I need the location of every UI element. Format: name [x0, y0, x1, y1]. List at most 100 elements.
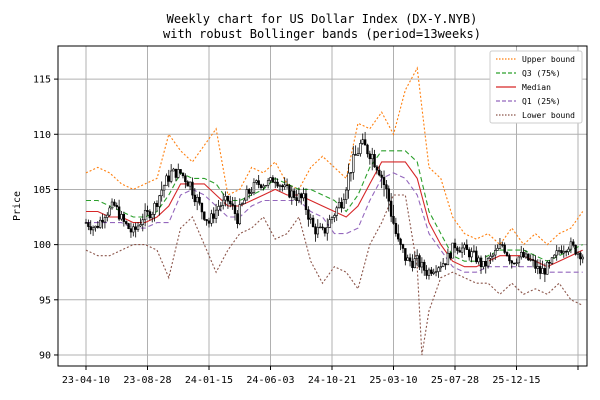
- candle: [501, 241, 504, 248]
- y-axis-label: Price: [12, 191, 23, 221]
- candle-body: [515, 262, 518, 264]
- candle: [344, 187, 348, 204]
- candle: [508, 253, 511, 265]
- candle: [470, 247, 473, 263]
- candle: [278, 183, 282, 192]
- candle: [117, 199, 121, 221]
- candle-body: [276, 181, 279, 187]
- candle: [219, 202, 223, 212]
- candle: [226, 195, 230, 209]
- candle-body: [172, 168, 175, 172]
- candle-body: [143, 210, 147, 221]
- legend-label: Median: [522, 83, 551, 92]
- candle-body: [304, 193, 308, 211]
- candle: [136, 222, 140, 232]
- candle-body: [146, 210, 149, 212]
- legend-label: Q1 (25%): [522, 97, 561, 106]
- candle-body: [127, 223, 130, 229]
- candle: [158, 194, 161, 216]
- candle-body: [437, 267, 440, 272]
- candle-body: [366, 144, 369, 155]
- candle-body: [274, 181, 277, 184]
- candle-body: [295, 197, 298, 201]
- candle: [347, 163, 350, 199]
- candle-body: [465, 244, 469, 250]
- candle: [510, 260, 513, 269]
- candle: [229, 195, 232, 208]
- legend: Upper bound Q3 (75%) Median Q1 (25%) Lower b…: [489, 50, 583, 124]
- candle: [522, 247, 525, 259]
- candle-body: [184, 175, 187, 183]
- candle-body: [439, 266, 443, 269]
- candle: [512, 262, 516, 265]
- candle: [408, 253, 412, 267]
- candle: [330, 216, 334, 224]
- candle: [210, 209, 213, 227]
- x-tick-label: 23-04-10: [62, 375, 110, 386]
- candle-body: [219, 205, 223, 207]
- candle: [328, 214, 331, 228]
- candle-body: [482, 261, 485, 268]
- candle-body: [148, 211, 152, 219]
- candle: [207, 217, 211, 228]
- candle-body: [278, 185, 282, 187]
- candle-body: [501, 244, 504, 246]
- candle-body: [546, 262, 549, 275]
- candle-body: [153, 203, 156, 215]
- candle: [557, 246, 561, 256]
- candle-body: [285, 184, 289, 186]
- candle: [361, 133, 364, 145]
- candle: [477, 255, 480, 265]
- plot-frame: [57, 45, 588, 367]
- candle: [283, 177, 286, 190]
- candle-body: [475, 250, 478, 263]
- candle-body: [174, 168, 178, 178]
- candle: [257, 175, 260, 189]
- candle: [98, 216, 102, 229]
- candle-body: [389, 200, 393, 217]
- candle: [441, 258, 445, 268]
- candle-body: [122, 214, 126, 222]
- candle: [146, 205, 149, 216]
- candle-body: [134, 226, 137, 230]
- candle-body: [117, 206, 121, 220]
- candle: [288, 183, 291, 199]
- candle-body: [385, 184, 388, 190]
- candle-body: [467, 249, 471, 258]
- candle-body: [375, 166, 379, 171]
- candle-body: [96, 225, 100, 228]
- candle: [368, 150, 372, 165]
- candle: [553, 254, 556, 259]
- chart-title-line2: with robust Bollinger bands (period=13we…: [163, 27, 481, 41]
- candle-body: [243, 199, 246, 204]
- candle: [165, 173, 168, 187]
- candle-body: [382, 177, 386, 186]
- candle-body: [356, 153, 360, 156]
- candle-body: [125, 221, 128, 224]
- candle-body: [231, 203, 234, 206]
- candle-body: [489, 255, 492, 259]
- candle: [323, 227, 327, 237]
- candle-body: [444, 263, 447, 266]
- y-tick-label: 105: [33, 185, 51, 196]
- candle: [300, 192, 303, 205]
- candle-body: [193, 194, 197, 203]
- candle-body: [245, 189, 249, 201]
- candle-body: [430, 269, 433, 274]
- candle: [120, 210, 123, 221]
- candle-body: [512, 262, 516, 265]
- candle: [411, 254, 414, 272]
- candle-body: [240, 203, 244, 205]
- candle: [529, 254, 532, 262]
- candle-body: [207, 220, 211, 224]
- candle: [266, 177, 270, 189]
- candle: [458, 246, 461, 253]
- candle-body: [399, 238, 402, 245]
- candle-body: [453, 242, 457, 249]
- candle: [245, 185, 249, 201]
- candle-body: [326, 227, 329, 234]
- candle-body: [531, 259, 535, 261]
- candle-body: [224, 195, 227, 201]
- candle: [541, 260, 544, 274]
- candle-body: [309, 217, 312, 220]
